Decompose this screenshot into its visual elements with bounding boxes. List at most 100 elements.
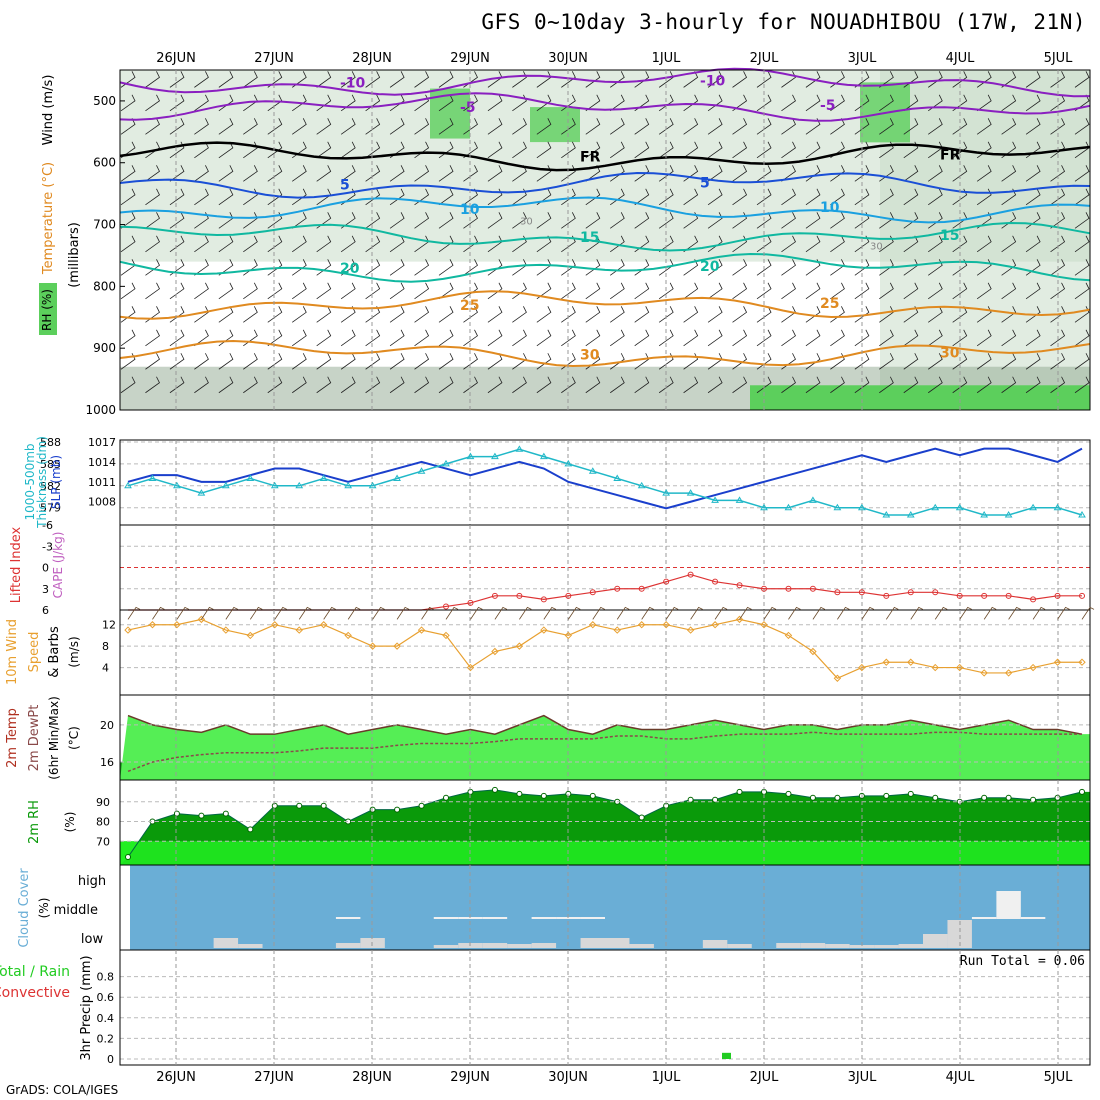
- wind10-barb: [714, 606, 728, 620]
- ylabel-convective: Convective: [0, 985, 70, 1001]
- th-right-tick: 1014: [88, 456, 116, 469]
- wind-barb: [658, 306, 674, 323]
- wind-barb: [340, 118, 356, 135]
- thickness-point: [368, 481, 377, 489]
- ylabel-pct: (%): [63, 812, 77, 833]
- wind-barb: [609, 329, 625, 347]
- ylabel-thickness-a: 1000-500mb: [23, 443, 37, 520]
- wind-barb: [169, 118, 185, 135]
- temp-contour-label: -5: [820, 98, 836, 114]
- wind-barb: [536, 329, 552, 347]
- wind-barb: [805, 353, 821, 370]
- wind-barb: [561, 141, 576, 159]
- lifted-index-point: [785, 585, 792, 592]
- ylabel-millibars: (millibars): [67, 222, 82, 288]
- wind-barb: [194, 71, 209, 88]
- lifted-index-point: [540, 596, 547, 603]
- wind-barb: [756, 259, 772, 276]
- wind-barb: [976, 329, 992, 347]
- wind10-point: [882, 658, 891, 666]
- lifted-index-point: [1005, 592, 1012, 599]
- wind-barb: [267, 259, 283, 276]
- wind-barb: [463, 94, 478, 112]
- wind-barb: [267, 118, 283, 135]
- pr-tick: 0.6: [97, 991, 115, 1004]
- wind-barb: [683, 282, 699, 300]
- wind-barb: [512, 235, 527, 253]
- wind10-point: [907, 658, 915, 666]
- thickness-point: [173, 481, 181, 489]
- wind-barb: [463, 141, 478, 159]
- wind-barb: [120, 306, 136, 323]
- wind-barb: [169, 235, 185, 253]
- wind-barb: [316, 71, 332, 88]
- temp-contour-label: FR: [940, 148, 961, 164]
- thickness-point: [491, 452, 499, 460]
- pr-tick: 0.2: [97, 1032, 115, 1045]
- wind-barb: [512, 376, 527, 394]
- wind-barb: [169, 71, 185, 88]
- wind-barb: [756, 188, 772, 206]
- wind-barb: [389, 118, 405, 135]
- wind-barb: [218, 188, 234, 206]
- temp-contour-label: FR: [580, 150, 601, 166]
- run-total: Run Total = 0.06: [960, 954, 1085, 969]
- wind-barb: [414, 212, 430, 229]
- cloud-low-bar: [825, 944, 850, 948]
- wind-barb: [463, 118, 478, 135]
- lifted-index-line: [128, 573, 1082, 611]
- wind-barb: [732, 141, 748, 159]
- wind-barb: [389, 259, 405, 276]
- wind-barb: [169, 306, 185, 323]
- wind-barb: [145, 118, 160, 135]
- thickness-point: [1029, 503, 1037, 511]
- wind-barb: [658, 353, 674, 370]
- wind-barb: [438, 329, 454, 347]
- wind-barb: [291, 306, 307, 323]
- wind-barb: [952, 165, 968, 182]
- wind-barb: [927, 165, 943, 182]
- rh2m-point: [173, 810, 180, 817]
- wind-barb: [120, 353, 136, 370]
- wind-barb: [169, 329, 185, 347]
- wind10-point: [931, 663, 939, 672]
- wind-barb: [756, 71, 772, 88]
- wind-barb: [316, 118, 332, 135]
- rh-contour-label: 30: [520, 217, 533, 228]
- wind-barb: [561, 188, 576, 206]
- thickness-point: [1004, 511, 1013, 518]
- wind10-point: [173, 621, 181, 629]
- thickness-point: [515, 445, 524, 452]
- wind-barb: [927, 282, 943, 300]
- ylabel-ms: (m/s): [67, 636, 81, 667]
- wind-barb: [536, 376, 552, 394]
- wind-barb: [218, 165, 234, 182]
- cloud-mid-bar: [580, 917, 605, 919]
- rh-tick: 90: [96, 796, 110, 809]
- wind-barb: [145, 188, 160, 206]
- rh2m-point: [296, 802, 303, 809]
- wind-barb: [927, 376, 943, 394]
- wind10-point: [637, 621, 646, 629]
- wind-barb: [169, 141, 185, 159]
- wind-barb: [536, 212, 552, 229]
- wind-barb: [683, 188, 699, 206]
- panel-wind10m: [119, 609, 1091, 696]
- wind-barb: [683, 376, 699, 394]
- wind-barb: [585, 141, 601, 159]
- wind-barb: [952, 118, 968, 135]
- rh2m-point: [907, 790, 914, 797]
- wind-barb: [732, 376, 748, 394]
- wind10-point: [1053, 658, 1062, 666]
- temp-contour-label: -5: [460, 100, 476, 116]
- wind-barb: [463, 212, 478, 229]
- date-label-top: 26JUN: [156, 51, 196, 66]
- wind-barb: [194, 376, 209, 394]
- wind10-barb: [519, 606, 532, 620]
- temp-contour-label: 20: [340, 261, 360, 277]
- wind-barb: [512, 329, 527, 347]
- cloud-low-bar: [531, 943, 557, 948]
- wind-barb: [536, 306, 552, 323]
- thickness-point: [735, 496, 744, 503]
- panel-precip: [119, 949, 1091, 1066]
